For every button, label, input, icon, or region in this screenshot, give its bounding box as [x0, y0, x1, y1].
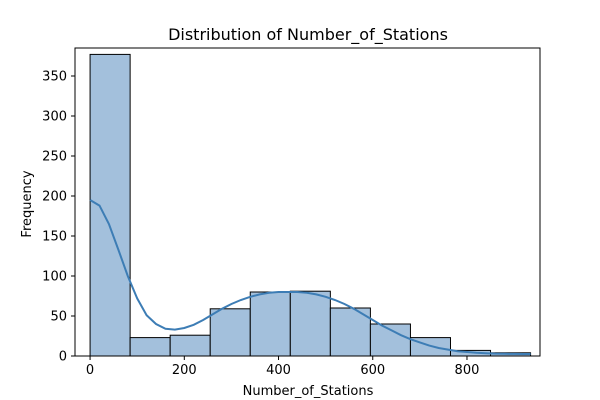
chart-title: Distribution of Number_of_Stations: [168, 25, 448, 45]
y-tick-label: 350: [42, 70, 67, 85]
y-tick-label: 0: [59, 350, 67, 365]
y-tick-label: 50: [50, 310, 67, 325]
y-tick-label: 250: [42, 150, 67, 165]
histogram-bar: [169, 334, 211, 357]
x-tick-label: 800: [455, 363, 480, 378]
histogram-bar: [89, 53, 131, 357]
x-axis-label: Number_of_Stations: [243, 384, 374, 399]
x-tick-label: 600: [360, 363, 385, 378]
x-tick-label: 200: [172, 363, 197, 378]
histogram-bar: [129, 337, 171, 357]
histogram-bar: [249, 291, 291, 357]
y-axis-label: Frequency: [20, 170, 35, 237]
y-tick-label: 200: [42, 190, 67, 205]
y-tick-label: 300: [42, 110, 67, 125]
x-axis-ticks: 0 200 400 600 800: [86, 356, 479, 378]
histogram-bar: [329, 307, 371, 357]
histogram-bars: [89, 53, 532, 357]
histogram-bar: [209, 308, 251, 357]
x-tick-label: 400: [266, 363, 291, 378]
y-tick-label: 100: [42, 270, 67, 285]
y-tick-label: 150: [42, 230, 67, 245]
y-axis-ticks: 0 50 100 150 200 250 300 350: [42, 70, 75, 365]
plot-frame: [74, 47, 541, 357]
kde-curve: [89, 199, 531, 355]
histogram-bar: [289, 290, 331, 357]
x-tick-label: 0: [86, 363, 94, 378]
